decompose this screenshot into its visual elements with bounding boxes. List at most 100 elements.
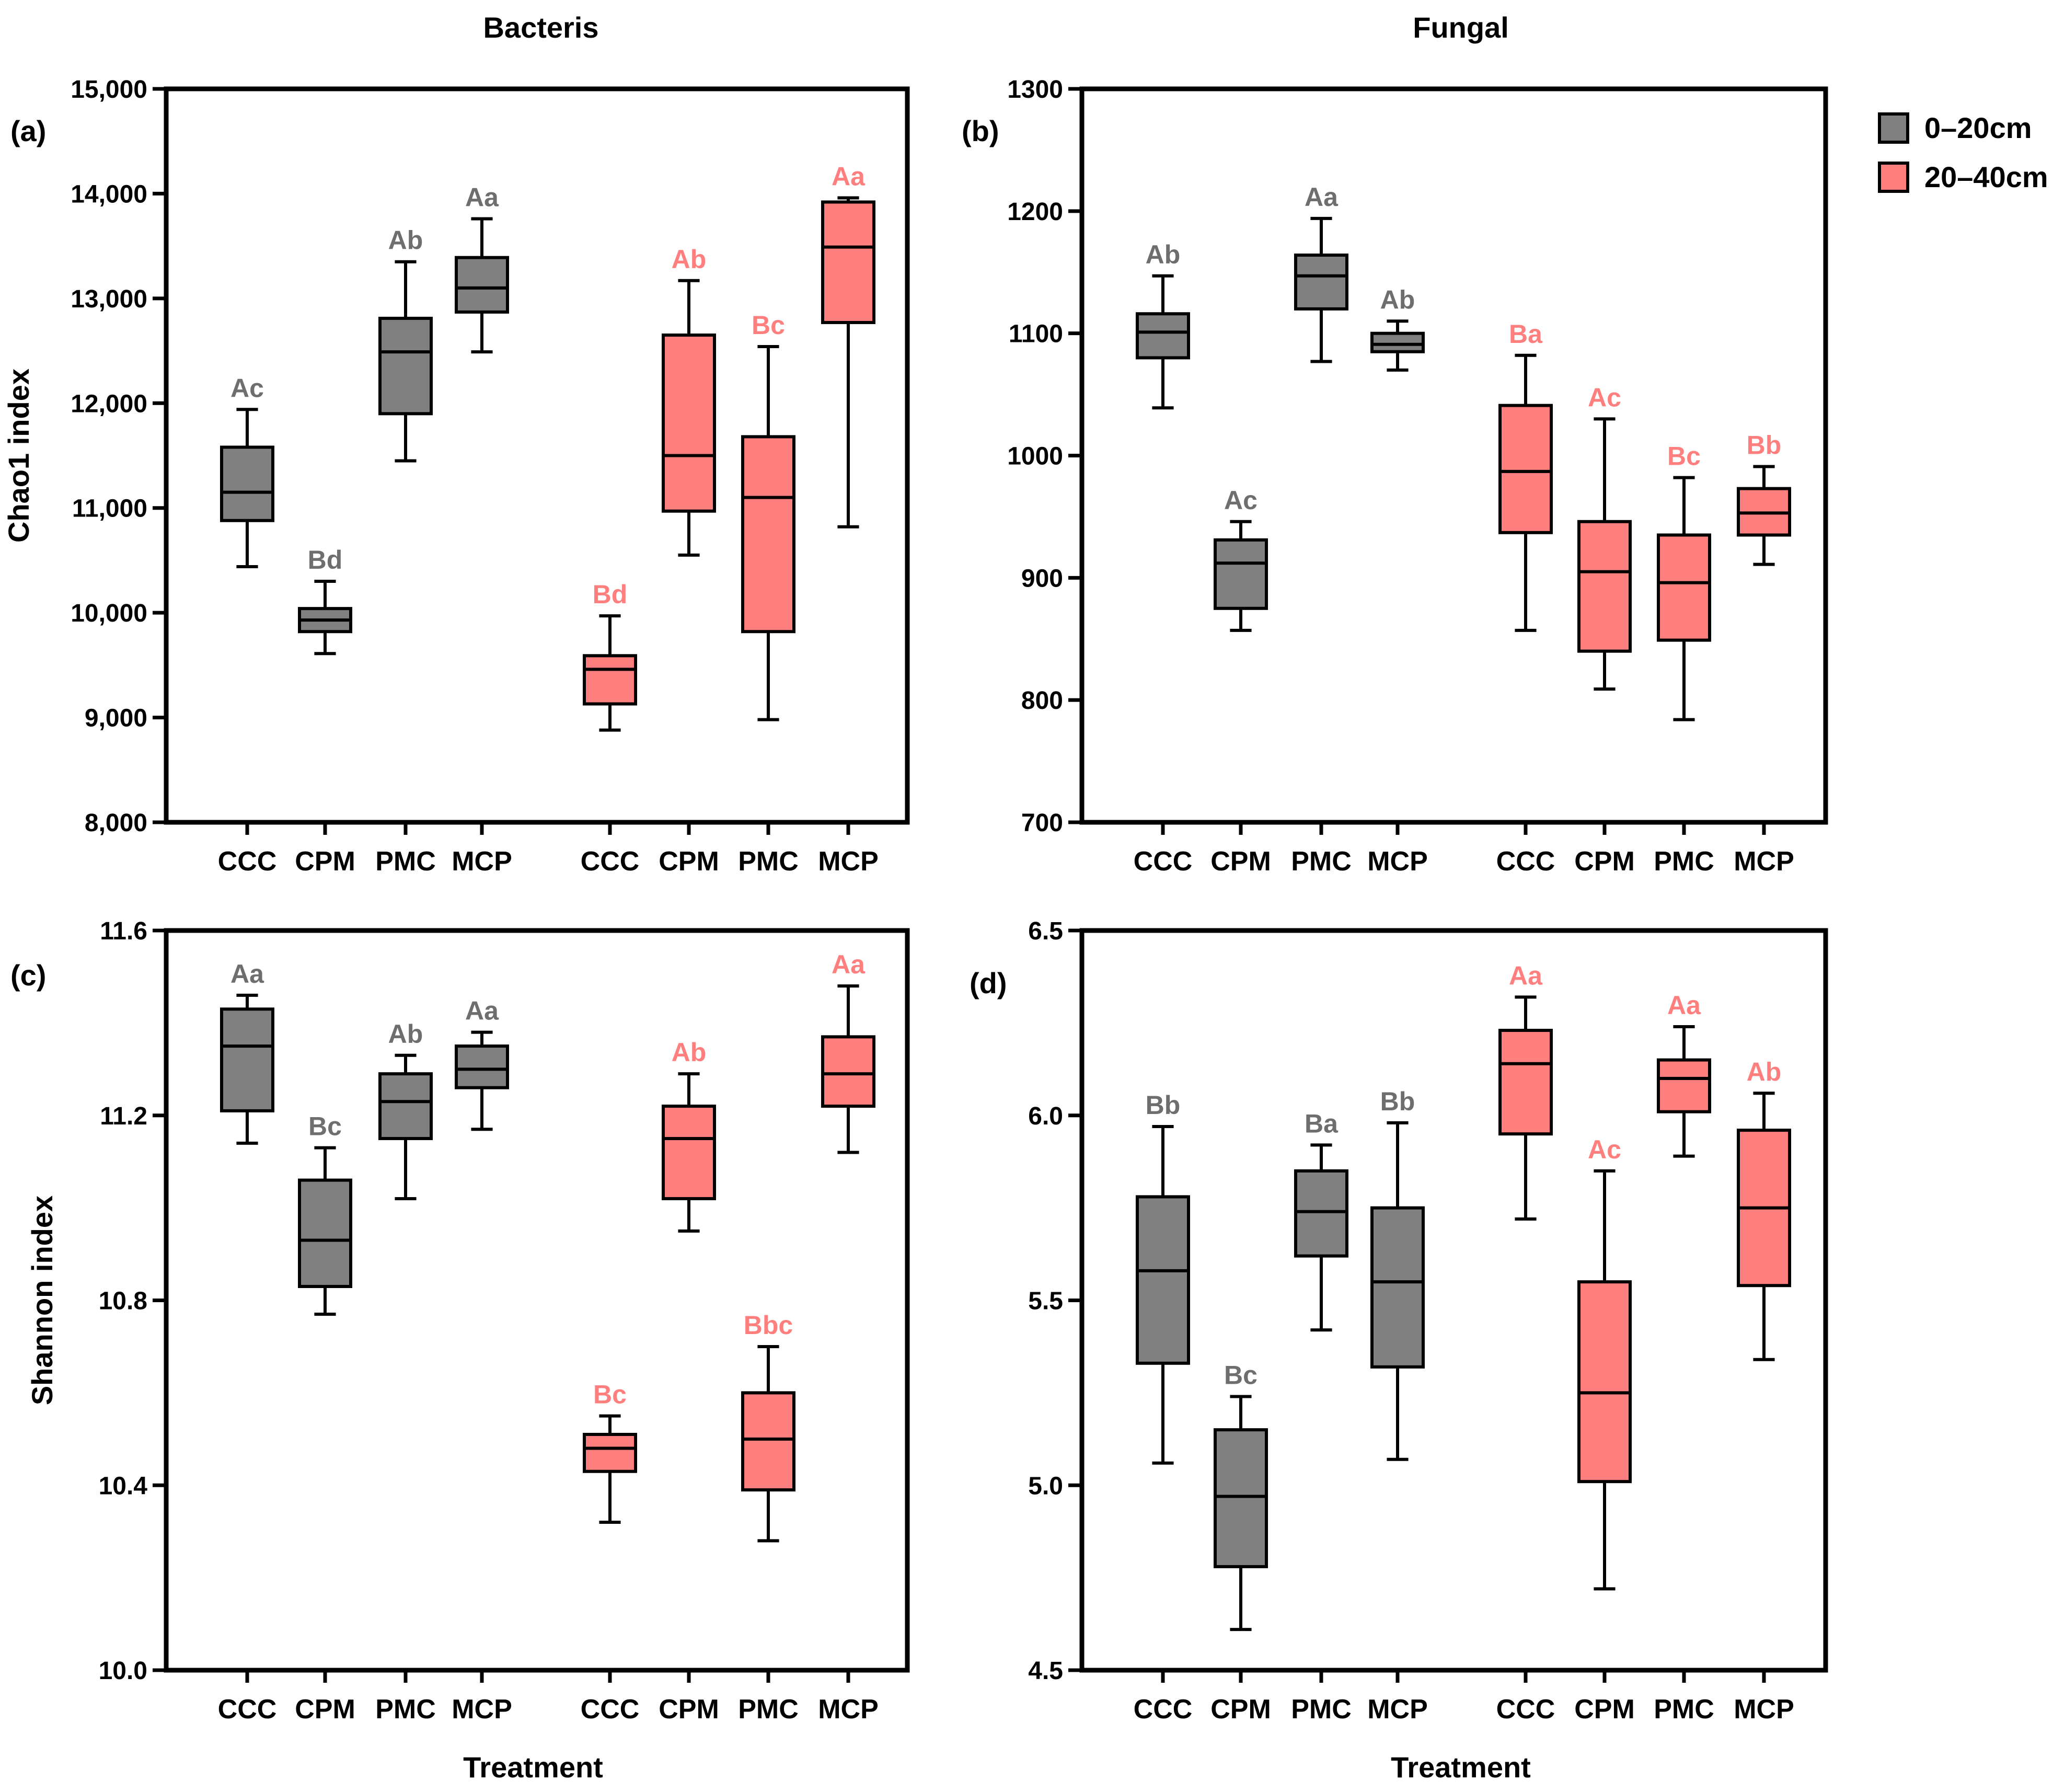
panel-a-bacteria-chao1: 8,000 9,000 10,000 11,000 12,000 13,000 14,000…: [2, 76, 910, 877]
y-axis-title: Chao1 index: [2, 369, 35, 543]
y-tick-label: 6.5: [1028, 917, 1063, 945]
y-tick-label: 14,000: [71, 180, 147, 208]
box-cpm-20-40cm: Ab: [662, 1038, 716, 1233]
box-pmc-0-20cm: Aa: [1294, 182, 1348, 363]
y-axis-title: Shannon index: [26, 1196, 59, 1405]
y-tick-label: 10.8: [99, 1288, 147, 1315]
significance-letter: Bd: [593, 580, 628, 609]
y-tick-label: 5.5: [1028, 1288, 1063, 1315]
box-ccc-20-40cm: Ba: [1498, 319, 1553, 632]
significance-letter: Aa: [1305, 182, 1339, 212]
panel-b-fungal-chao1: 700 800 900 1000 1100 1200 1300 (b) CCC CPM PMC MCP…: [962, 76, 1828, 877]
x-tick-label-cpm: CPM: [295, 846, 355, 877]
box-body: [583, 654, 637, 706]
y-tick-label: 4.5: [1028, 1657, 1063, 1685]
box-body: [662, 334, 716, 513]
y-tick-label: 12,000: [71, 390, 147, 418]
x-tick-label-pmc: PMC: [375, 1694, 436, 1725]
box-body: [1370, 1206, 1425, 1369]
y-tick-label: 11,000: [72, 495, 147, 523]
box-body: [220, 1007, 274, 1112]
box-ccc-0-20cm: Ab: [1136, 240, 1190, 410]
box-body: [1370, 331, 1425, 353]
box-body: [1577, 1280, 1632, 1484]
box-body: [1577, 520, 1632, 653]
x-tick-label-mcp: MCP: [1367, 1694, 1428, 1725]
x-axis-title-left: Treatment: [463, 1751, 603, 1784]
box-body: [1136, 1195, 1190, 1365]
box-mcp-0-20cm: Aa: [455, 996, 509, 1131]
box-mcp-0-20cm: Ab: [1370, 285, 1425, 372]
box-ccc-0-20cm: Bb: [1136, 1090, 1190, 1465]
significance-letter: Ac: [1224, 486, 1258, 515]
box-cpm-0-20cm: Bc: [298, 1112, 352, 1316]
significance-letter: Ab: [672, 245, 707, 274]
significance-letter: Ac: [1588, 1135, 1621, 1164]
significance-letter: Bc: [752, 311, 785, 340]
box-body: [1498, 1029, 1553, 1136]
y-tick-label: 13,000: [71, 285, 147, 313]
y-tick-label: 6.0: [1028, 1102, 1063, 1130]
box-body: [455, 1044, 509, 1089]
y-tick-label: 8,000: [85, 809, 147, 837]
box-mcp-0-20cm: Aa: [455, 183, 509, 354]
x-tick-label-cpm: CPM: [295, 1694, 355, 1725]
x-tick-label-mcp: MCP: [818, 846, 879, 877]
box-body: [741, 1391, 795, 1492]
x-tick-label-mcp: MCP: [1734, 1694, 1794, 1725]
box-body: [378, 1072, 433, 1140]
y-tick-label: 900: [1021, 565, 1063, 592]
box-pmc-20-40cm: Aa: [1657, 991, 1711, 1158]
y-tick-label: 10,000: [71, 600, 147, 627]
significance-letter: Bc: [593, 1380, 627, 1409]
significance-letter: Bc: [1667, 442, 1701, 471]
box-cpm-0-20cm: Ac: [1214, 486, 1268, 632]
box-body: [821, 1035, 875, 1108]
x-tick-label-pmc: PMC: [738, 1694, 799, 1725]
box-cpm-20-40cm: Ab: [662, 245, 716, 557]
x-tick-label-ccc: CCC: [1134, 846, 1193, 877]
x-tick-label-mcp: MCP: [452, 846, 512, 877]
significance-letter: Aa: [832, 950, 866, 979]
significance-letter: Bb: [1380, 1087, 1415, 1116]
significance-letter: Ac: [230, 373, 264, 403]
significance-letter: Ba: [1509, 319, 1543, 349]
y-tick-label: 1100: [1009, 320, 1063, 348]
x-tick-label-mcp: MCP: [1367, 846, 1428, 877]
box-body: [378, 316, 433, 416]
box-body: [1657, 533, 1711, 642]
y-tick-label: 700: [1021, 809, 1063, 837]
legend: 0–20cm 20–40cm: [1878, 111, 2048, 193]
significance-letter: Ab: [1747, 1057, 1782, 1086]
x-tick-label-mcp: MCP: [818, 1694, 879, 1725]
box-cpm-20-40cm: Ac: [1577, 383, 1632, 691]
x-tick-label-mcp: MCP: [1734, 846, 1794, 877]
significance-letter: Bb: [1146, 1090, 1181, 1120]
y-tick-label: 10.4: [99, 1472, 148, 1500]
x-tick-label-cpm: CPM: [1574, 846, 1635, 877]
significance-letter: Aa: [832, 162, 866, 191]
x-tick-label-cpm: CPM: [1574, 1694, 1635, 1725]
significance-letter: Bc: [1224, 1360, 1258, 1389]
y-tick-label: 1000: [1007, 443, 1063, 470]
y-tick-label: 1200: [1007, 198, 1063, 226]
x-tick-label-ccc: CCC: [1496, 846, 1555, 877]
box-body: [741, 435, 795, 634]
box-pmc-0-20cm: Ba: [1294, 1109, 1348, 1332]
box-ccc-0-20cm: Aa: [220, 959, 274, 1145]
x-tick-label-cpm: CPM: [1210, 846, 1271, 877]
panel-label: (b): [962, 114, 999, 147]
x-tick-label-cpm: CPM: [659, 1694, 719, 1725]
y-tick-label: 11.2: [100, 1102, 147, 1130]
y-tick-label: 15,000: [71, 76, 147, 104]
y-tick-label: 1300: [1007, 76, 1063, 104]
plot-frame: [164, 928, 910, 1673]
box-mcp-20-40cm: Aa: [821, 950, 875, 1154]
x-tick-label-ccc: CCC: [218, 1694, 277, 1725]
legend-label-20-40cm: 20–40cm: [1924, 160, 2048, 193]
x-tick-label-ccc: CCC: [581, 1694, 640, 1725]
significance-letter: Ba: [1305, 1109, 1339, 1138]
box-body: [1498, 404, 1553, 534]
box-body: [1294, 254, 1348, 311]
